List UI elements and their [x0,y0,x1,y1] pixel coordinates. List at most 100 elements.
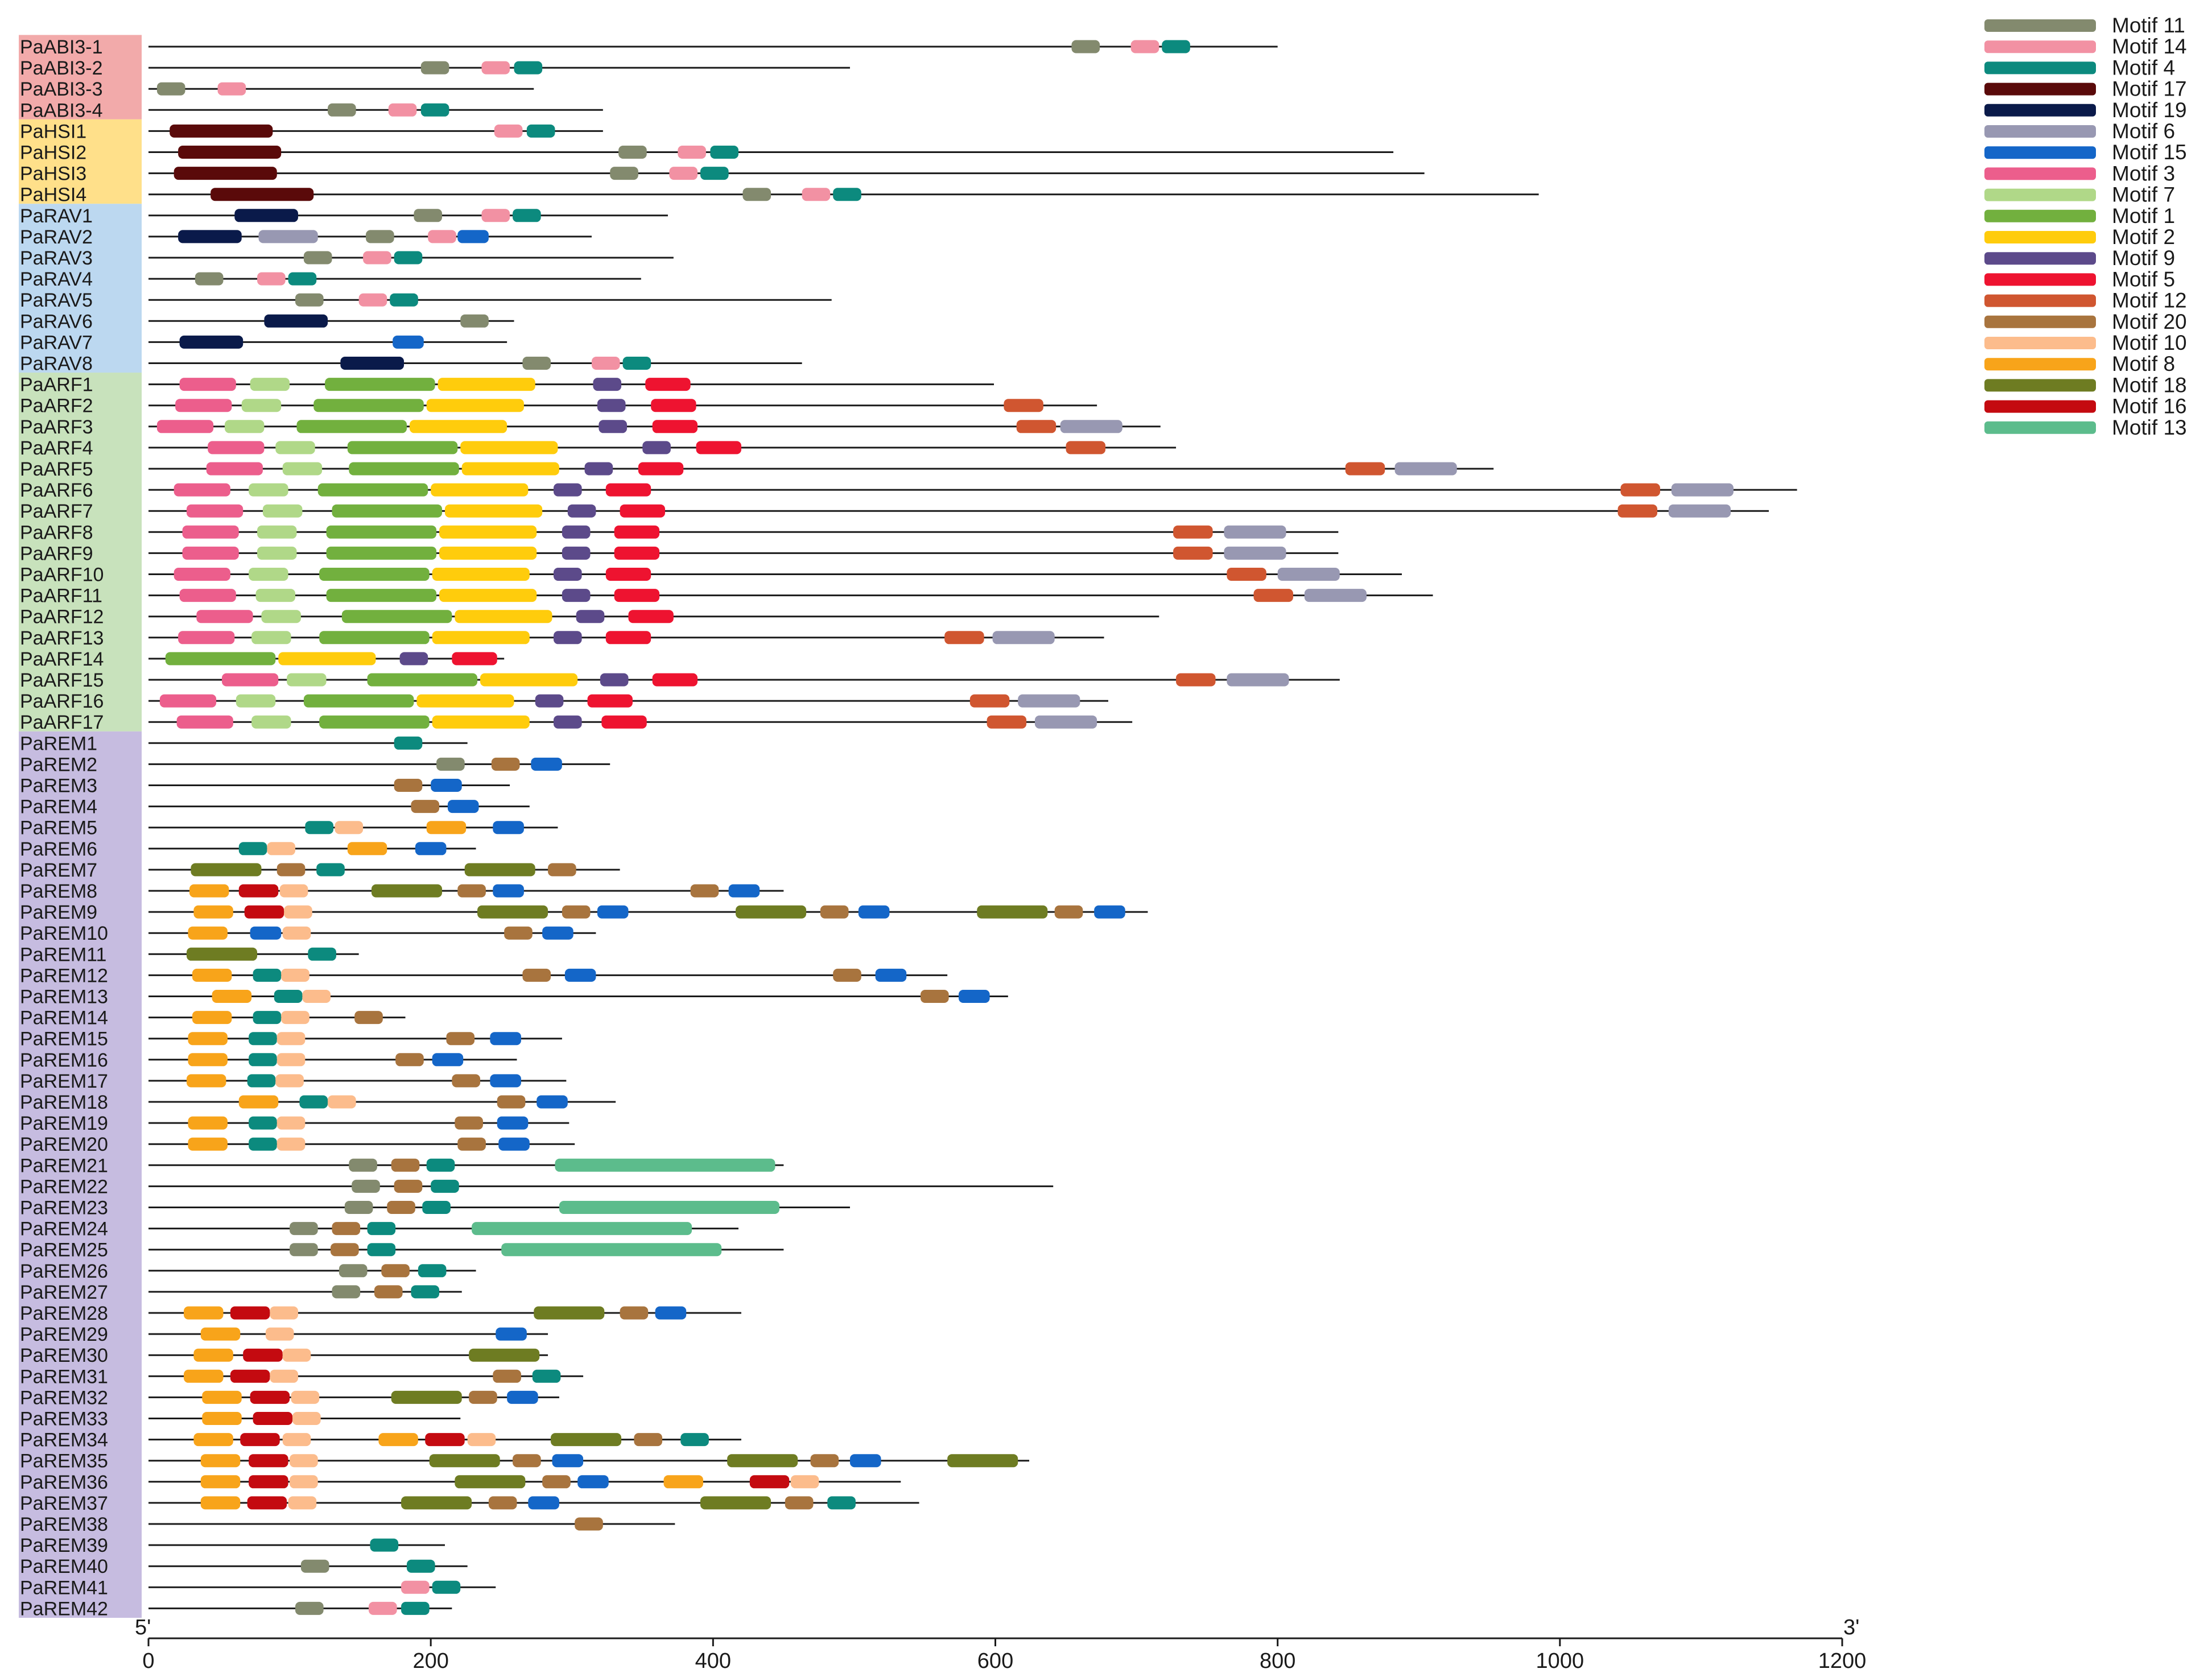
gene-label: PaREM18 [20,1092,108,1113]
motif-12-box [1173,546,1213,560]
legend-label: Motif 3 [2112,162,2175,185]
motif-1-box [317,483,428,497]
motif-7-box [261,610,301,623]
legend-entry: Motif 1 [1984,204,2175,228]
gene-row: PaREM21 [20,1155,784,1176]
legend-swatch [1984,252,2096,265]
motif-20-box [785,1496,814,1510]
motif-6-box [1224,525,1286,539]
motif-8-box [188,1137,228,1151]
motif-18-box [977,905,1048,919]
gene-label: PaABI3-1 [20,36,103,58]
motif-6-box [1304,589,1367,602]
motif-11-box [332,1285,361,1299]
motif-16-box [240,1433,280,1447]
motif-8-box [200,1475,241,1489]
motif-11-box [414,209,443,222]
motif-8-box [188,926,228,940]
gene-label: PaREM31 [20,1366,108,1387]
legend-label: Motif 8 [2112,352,2175,375]
motif-11-box [156,82,185,96]
gene-rows: PaABI3-1PaABI3-2PaABI3-3PaABI3-4PaHSI1Pa… [20,36,1797,1620]
motif-16-box [249,1475,288,1489]
motif-18-box [371,884,443,898]
gene-row: PaABI3-2 [20,57,850,79]
motif-1-box [326,589,437,602]
motif-2-box [432,715,530,729]
gene-row: PaARF13 [20,627,1104,649]
motif-20-box [548,863,576,877]
motif-1-box [332,504,443,518]
gene-label: PaRAV5 [20,290,93,311]
motif-5-box [614,546,660,560]
gene-row: PaREM32 [20,1387,559,1408]
motif-2-box [278,652,376,666]
motif-14-box [591,357,620,370]
gene-label: PaREM37 [20,1493,108,1514]
gene-row: PaREM9 [20,902,1148,923]
motif-15-box [542,926,573,940]
legend-swatch [1984,19,2096,32]
motif-4-box [622,357,651,370]
motif-20-box [354,1011,383,1025]
gene-label: PaREM40 [20,1556,108,1577]
gene-row: PaARF1 [20,374,994,396]
legend-swatch [1984,61,2096,75]
motif-13-box [559,1201,779,1214]
gene-row: PaREM27 [20,1282,462,1303]
motif-7-box [282,462,323,476]
motif-4-box [249,1053,277,1067]
group-band-hsi [19,119,142,204]
motif-20-box [455,1116,483,1130]
motif-11-box [339,1264,368,1278]
gene-label: PaRAV4 [20,269,93,290]
legend-entry: Motif 13 [1984,416,2187,439]
legend-label: Motif 9 [2112,246,2175,270]
motif-16-box [425,1433,465,1447]
motif-7-box [262,504,303,518]
motif-20-box [634,1433,663,1447]
motif-18-box [401,1496,472,1510]
motif-10-box [467,1433,496,1447]
motif-8-box [186,1074,226,1088]
motif-20-box [690,884,719,898]
legend-entry: Motif 12 [1984,289,2187,312]
motif-4-box [316,863,345,877]
legend-swatch [1984,273,2096,286]
gene-row: PaREM20 [20,1134,575,1155]
motif-4-box [249,1032,277,1046]
motif-7-box [241,399,282,412]
motif-4-box [513,209,541,222]
gene-row: PaREM15 [20,1028,562,1050]
motif-3-box [156,420,214,433]
motif-10-box [282,926,311,940]
legend-swatch [1984,40,2096,53]
motif-4-box [305,821,333,835]
motif-1-box [326,525,437,539]
gene-label: PaREM32 [20,1387,108,1408]
motif-6-box [1224,546,1286,560]
gene-label: PaREM11 [20,944,106,965]
gene-row: PaARF16 [20,691,1108,712]
motif-20-box [488,1496,517,1510]
motif-10-box [276,1116,306,1130]
legend-swatch [1984,315,2096,328]
motif-4-box [370,1538,399,1552]
legend-entry: Motif 18 [1984,373,2187,396]
gene-row: PaREM14 [20,1007,406,1029]
motif-11-box [618,146,647,159]
motif-6-box [1394,462,1457,476]
motif-2-box [438,378,535,391]
gene-label: PaREM33 [20,1408,108,1430]
motif-15-box [655,1306,687,1320]
motif-20-box [522,968,551,982]
gene-row: PaREM40 [20,1556,468,1577]
motif-5-box [587,694,633,708]
motif-4-box [422,1201,451,1214]
motif-4-box [426,1158,455,1172]
motif-6-box [992,631,1055,645]
motif-4-box [367,1222,396,1236]
motif-9-box [553,568,582,581]
gene-row: PaREM30 [20,1345,548,1366]
legend-label: Motif 2 [2112,225,2175,249]
